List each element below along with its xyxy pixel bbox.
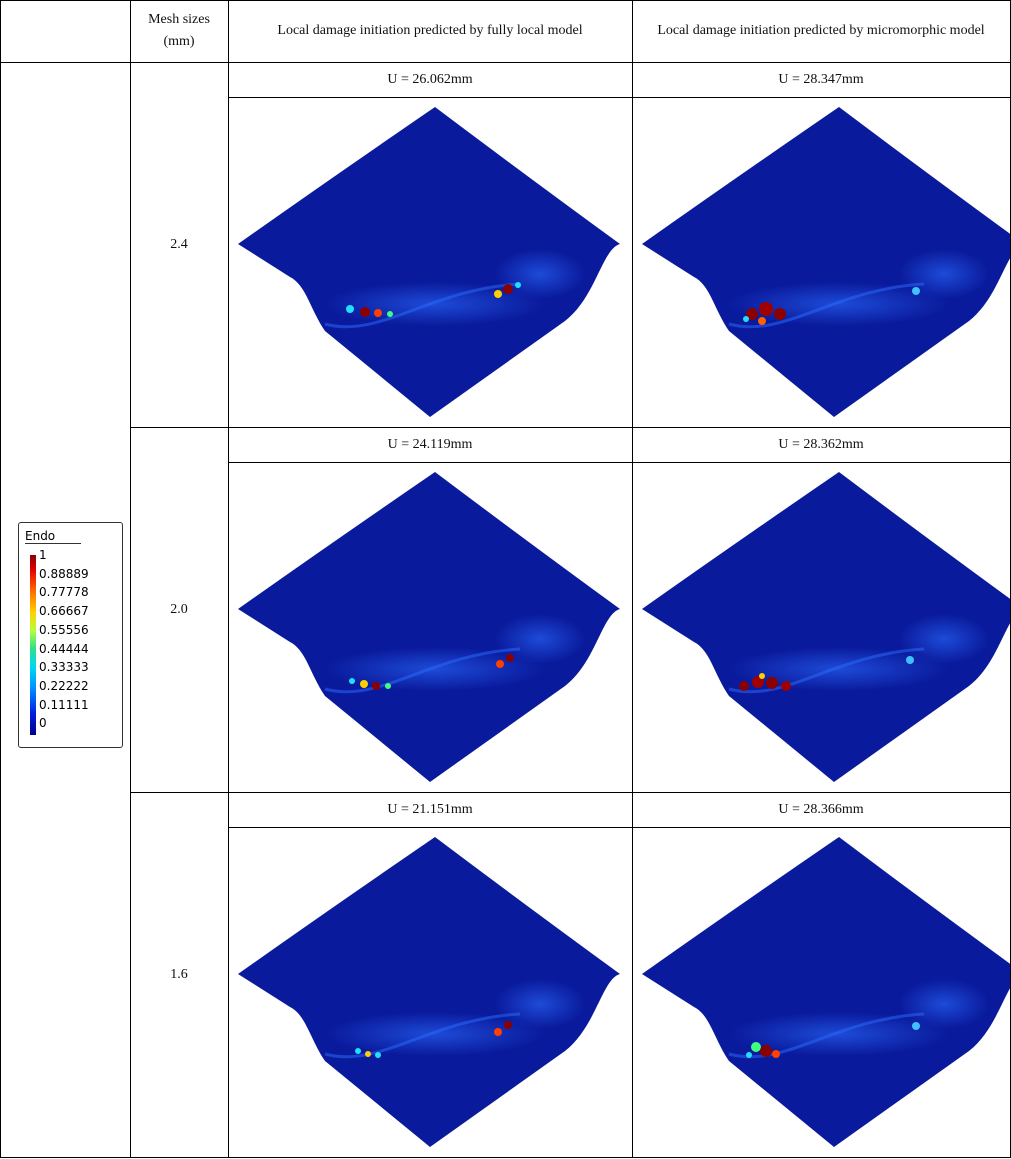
damage-plot	[230, 829, 626, 1155]
legend-value: 0.66667	[39, 605, 89, 617]
damage-plot	[634, 464, 1011, 790]
load-label: U = 24.119mm	[228, 427, 632, 462]
legend-value: 0.77778	[39, 586, 89, 598]
header-cell: Local damage initiation predicted by mic…	[632, 0, 1010, 62]
mesh-size: 2.4	[130, 62, 228, 427]
header-cell: Mesh sizes (mm)	[130, 0, 228, 62]
damage-plot	[634, 829, 1011, 1155]
legend-value: 0	[39, 717, 47, 729]
table-rule	[0, 1157, 1011, 1158]
table-rule	[130, 0, 131, 1158]
table-rule	[228, 0, 229, 1158]
legend-value: 0.33333	[39, 661, 89, 673]
mesh-size: 2.0	[130, 427, 228, 792]
page: Endo 1 0.88889 0.77778 0.66667 0.55556 0.4444…	[0, 0, 1011, 1159]
table-rule	[0, 62, 1011, 63]
header-cell: Local damage initiation predicted by ful…	[228, 0, 632, 62]
legend-value: 1	[39, 549, 47, 561]
mesh-size: 1.6	[130, 792, 228, 1157]
load-label: U = 26.062mm	[228, 62, 632, 97]
legend: Endo 1 0.88889 0.77778 0.66667 0.55556 0.4444…	[18, 522, 123, 748]
table-rule	[228, 462, 1011, 463]
legend-value: 0.11111	[39, 699, 89, 711]
table-rule	[228, 97, 1011, 98]
legend-title: Endo	[25, 529, 81, 544]
legend-value: 0.22222	[39, 680, 89, 692]
table-rule	[130, 792, 1011, 793]
legend-colorbar	[30, 555, 36, 735]
damage-plot	[230, 99, 626, 425]
legend-value: 0.44444	[39, 643, 89, 655]
load-label: U = 28.347mm	[632, 62, 1010, 97]
table-rule	[130, 427, 1011, 428]
load-label: U = 28.362mm	[632, 427, 1010, 462]
load-label: U = 28.366mm	[632, 792, 1010, 827]
damage-plot	[634, 99, 1011, 425]
damage-plot	[230, 464, 626, 790]
legend-value: 0.55556	[39, 624, 89, 636]
legend-value: 0.88889	[39, 568, 89, 580]
table-rule	[0, 0, 1, 1158]
table-rule	[228, 827, 1011, 828]
load-label: U = 21.151mm	[228, 792, 632, 827]
table-rule	[0, 0, 1011, 1]
table-rule	[632, 0, 633, 1158]
